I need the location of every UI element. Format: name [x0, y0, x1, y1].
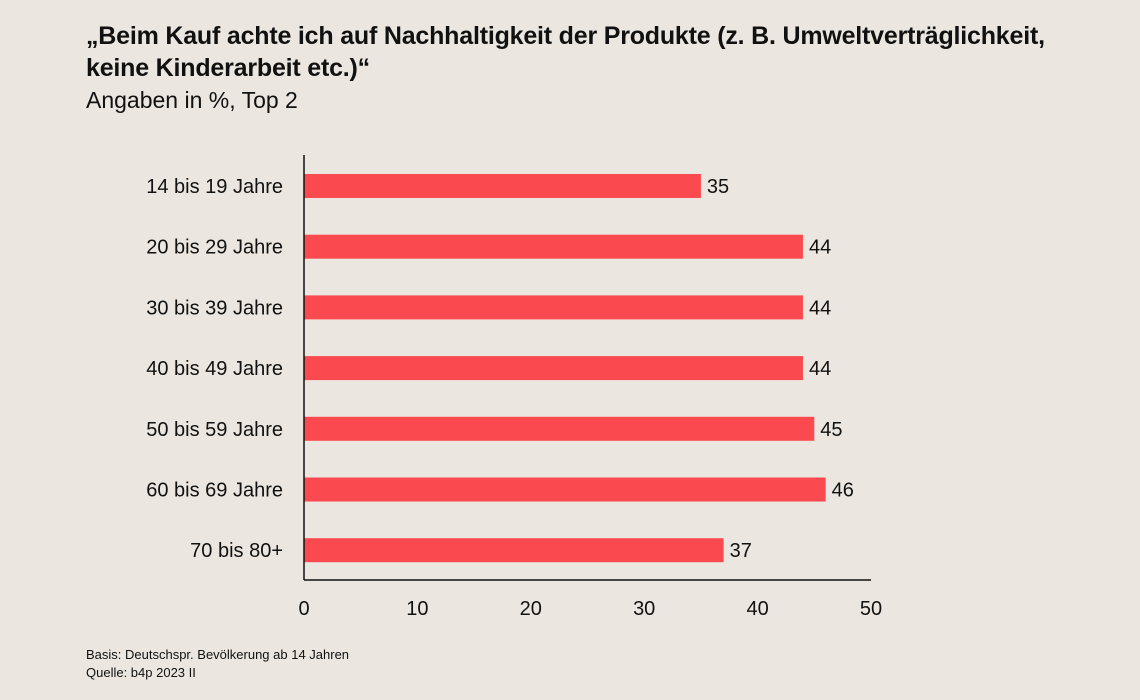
x-tick-label: 40 — [746, 598, 768, 620]
category-label: 30 bis 39 Jahre — [146, 297, 283, 319]
bar — [304, 174, 701, 198]
data-label: 45 — [820, 419, 842, 441]
category-label: 40 bis 49 Jahre — [146, 358, 283, 380]
bar — [304, 356, 803, 381]
x-tick-label: 20 — [520, 598, 542, 620]
x-tick-label: 0 — [298, 598, 309, 620]
chart-subtitle: Angaben in %, Top 2 — [86, 87, 298, 113]
x-tick-label: 50 — [860, 598, 882, 620]
bar — [304, 234, 803, 259]
bar — [304, 295, 803, 320]
data-label: 44 — [809, 358, 831, 380]
data-label: 35 — [707, 176, 729, 198]
category-label: 70 bis 80+ — [190, 540, 283, 562]
data-label: 44 — [809, 237, 831, 259]
data-label: 44 — [809, 297, 831, 319]
category-label: 50 bis 59 Jahre — [146, 419, 283, 441]
bar — [304, 477, 826, 502]
footer-source: Quelle: b4p 2023 II — [86, 665, 196, 680]
bar — [304, 538, 724, 563]
category-label: 20 bis 29 Jahre — [146, 237, 283, 259]
footer-basis: Basis: Deutschspr. Bevölkerung ab 14 Jah… — [86, 647, 350, 662]
category-label: 60 bis 69 Jahre — [146, 480, 283, 502]
x-tick-label: 30 — [633, 598, 655, 620]
bar — [304, 416, 815, 441]
bar-chart: 14 bis 19 Jahre 35 20 bis 29 Jahre 44 30 bis… — [146, 155, 882, 620]
data-label: 46 — [832, 480, 854, 502]
x-tick-label: 10 — [406, 598, 428, 620]
data-label: 37 — [730, 540, 752, 562]
category-label: 14 bis 19 Jahre — [146, 176, 283, 198]
footer: Basis: Deutschspr. Bevölkerung ab 14 Jah… — [86, 646, 349, 682]
chart-title: „Beim Kauf achte ich auf Nachhaltigkeit … — [86, 22, 1045, 82]
